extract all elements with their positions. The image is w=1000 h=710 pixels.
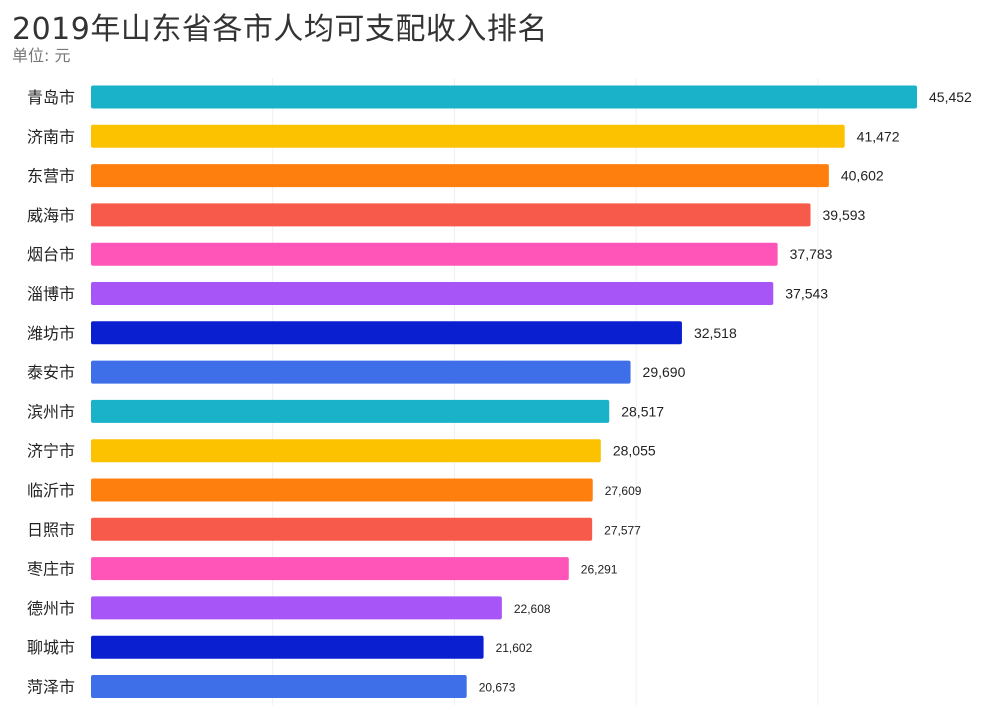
bar: [91, 517, 593, 541]
bar: [91, 478, 593, 502]
category-label: 淄博市: [27, 285, 75, 304]
value-label: 27,577: [604, 523, 641, 537]
bar: [91, 242, 778, 266]
category-label: 德州市: [27, 599, 75, 618]
category-label: 济南市: [27, 127, 75, 146]
bar: [91, 164, 829, 188]
category-label: 日照市: [27, 520, 75, 539]
bar: [91, 596, 502, 620]
chart-subtitle: 单位: 元: [12, 46, 71, 65]
category-label: 泰安市: [27, 363, 75, 382]
value-label: 22,608: [514, 602, 551, 616]
bar: [91, 85, 917, 109]
bars: 青岛市 45,452 济南市 41,472 东营市 40,602 威海市 39,593 烟台市 3…: [27, 85, 972, 698]
value-label: 29,690: [643, 364, 686, 380]
value-label: 37,543: [785, 286, 828, 302]
category-label: 枣庄市: [27, 560, 75, 579]
value-label: 28,517: [621, 403, 664, 419]
bar: [91, 399, 610, 423]
bar: [91, 203, 811, 227]
bar: [91, 675, 467, 698]
value-label: 32,518: [694, 325, 737, 341]
category-label: 威海市: [27, 206, 75, 225]
value-label: 21,602: [496, 641, 533, 655]
value-label: 28,055: [613, 443, 656, 459]
category-label: 烟台市: [27, 245, 75, 264]
category-label: 东营市: [27, 167, 75, 186]
category-label: 聊城市: [27, 638, 75, 657]
category-label: 济宁市: [27, 442, 75, 461]
value-label: 27,609: [605, 484, 642, 498]
bar: [91, 321, 682, 345]
category-label: 潍坊市: [27, 324, 75, 343]
value-label: 41,472: [857, 128, 900, 144]
category-label: 菏泽市: [27, 678, 75, 697]
bar: [91, 635, 484, 659]
category-label: 青岛市: [27, 88, 75, 107]
value-label: 20,673: [479, 681, 516, 695]
bar: [91, 360, 631, 384]
value-label: 40,602: [841, 168, 884, 184]
value-label: 39,593: [823, 207, 866, 223]
value-label: 26,291: [581, 563, 618, 577]
category-label: 滨州市: [27, 402, 75, 421]
category-label: 临沂市: [27, 481, 75, 500]
chart-title: 2019年山东省各市人均可支配收入排名: [12, 12, 548, 47]
bar: [91, 439, 601, 463]
value-label: 37,783: [790, 246, 833, 262]
value-label: 45,452: [929, 89, 972, 105]
bar: [91, 282, 774, 305]
bar: [91, 124, 845, 148]
bar: [91, 557, 569, 581]
